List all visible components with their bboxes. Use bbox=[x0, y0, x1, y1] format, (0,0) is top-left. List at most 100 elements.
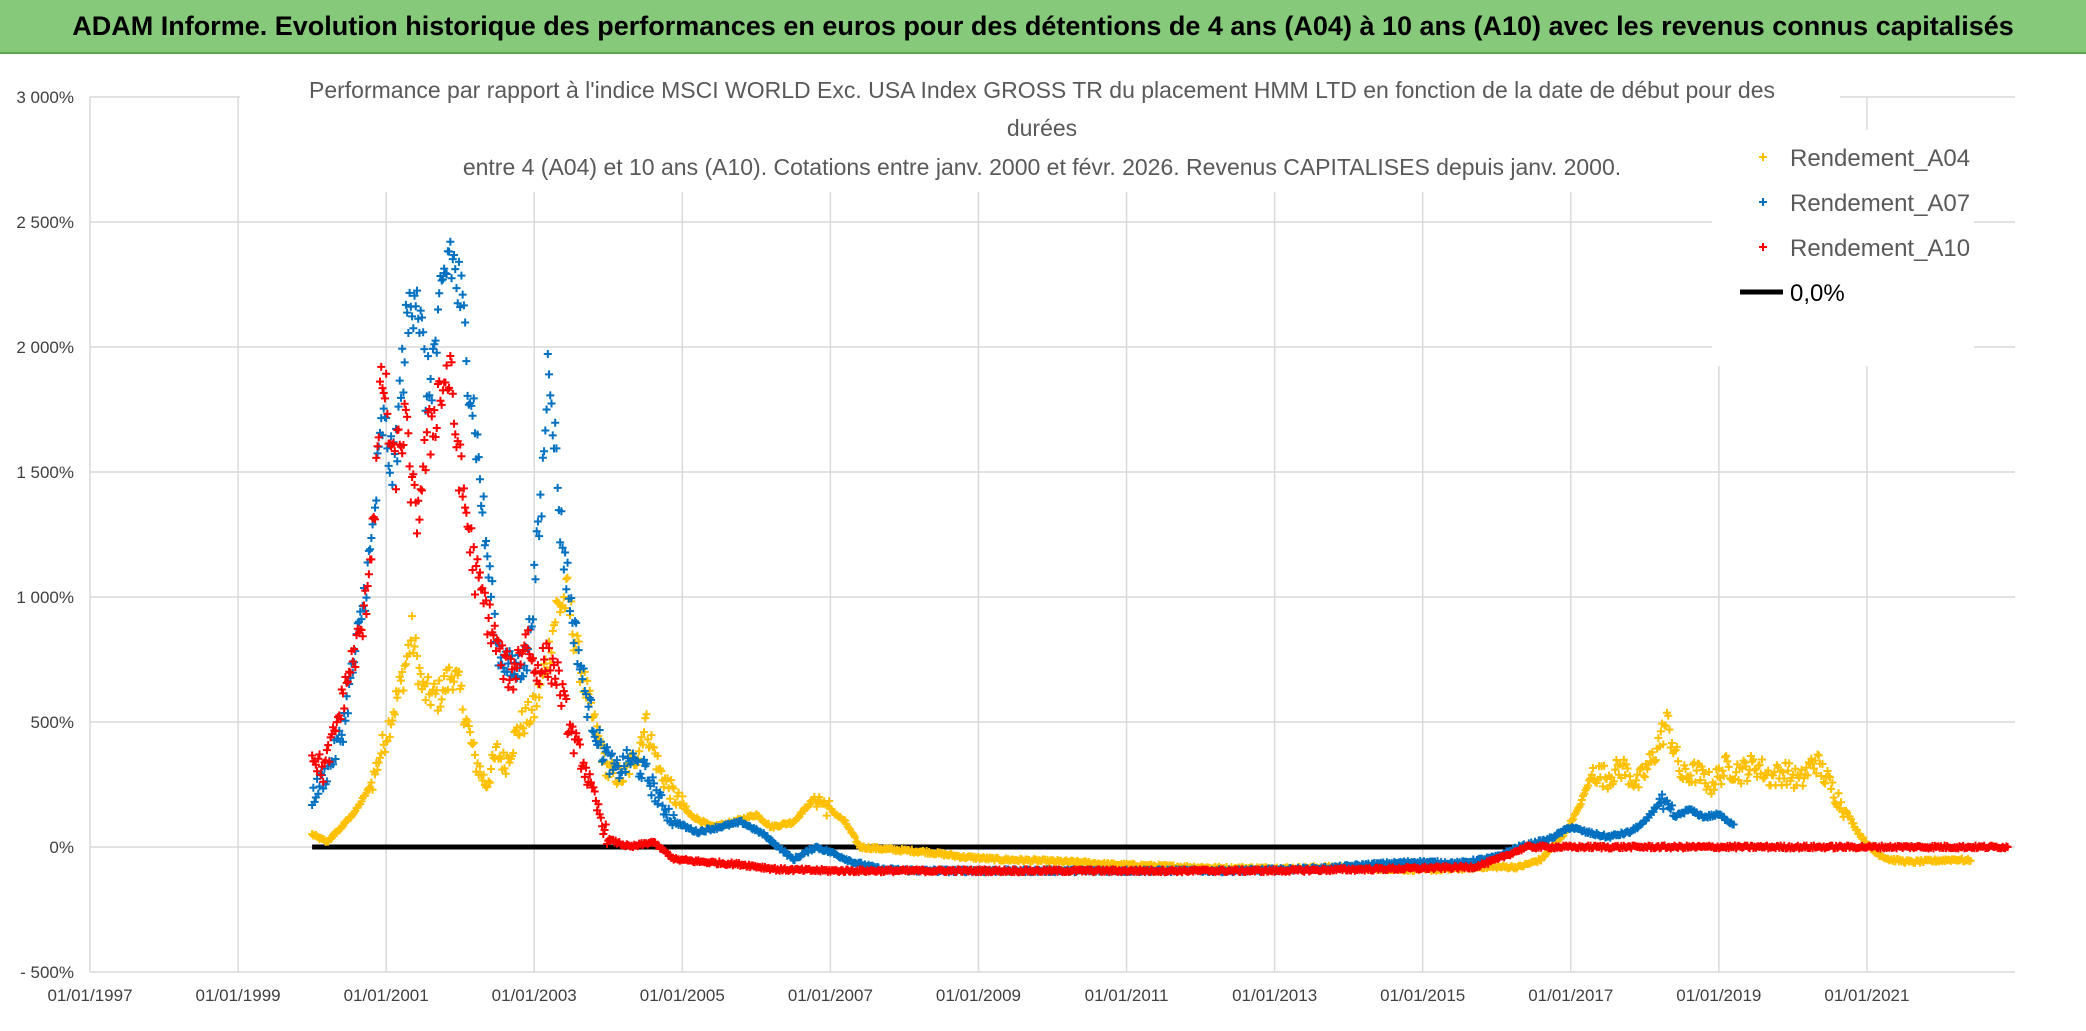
data-point bbox=[367, 555, 376, 564]
legend-background bbox=[1712, 130, 1974, 366]
data-point bbox=[364, 570, 373, 579]
data-point bbox=[308, 751, 317, 760]
data-point bbox=[1632, 776, 1641, 785]
data-point bbox=[421, 696, 430, 705]
data-point bbox=[579, 664, 588, 673]
data-point bbox=[392, 485, 401, 494]
data-point bbox=[607, 749, 616, 758]
data-point bbox=[410, 480, 419, 489]
data-point bbox=[454, 257, 463, 266]
data-point bbox=[551, 418, 560, 427]
data-point bbox=[454, 667, 463, 676]
data-point bbox=[545, 644, 554, 653]
data-point bbox=[416, 306, 425, 315]
data-point bbox=[400, 399, 409, 408]
data-point bbox=[563, 558, 572, 567]
data-point bbox=[359, 601, 368, 610]
data-point bbox=[487, 639, 496, 648]
data-point bbox=[420, 436, 429, 445]
x-tick-label: 01/01/2007 bbox=[788, 986, 873, 1005]
data-point bbox=[1618, 761, 1627, 770]
data-point bbox=[382, 369, 391, 378]
data-point bbox=[559, 687, 568, 696]
data-point bbox=[454, 486, 463, 495]
data-point bbox=[484, 777, 493, 786]
data-point bbox=[387, 720, 396, 729]
data-point bbox=[586, 695, 595, 704]
y-tick-label: 2 000% bbox=[16, 338, 74, 357]
data-point bbox=[437, 400, 446, 409]
data-point bbox=[1612, 756, 1621, 765]
data-point bbox=[1568, 816, 1576, 825]
data-point bbox=[500, 764, 509, 773]
data-point bbox=[387, 432, 396, 441]
data-point bbox=[424, 673, 433, 682]
data-point bbox=[506, 654, 515, 663]
data-point bbox=[648, 773, 657, 782]
data-point bbox=[2003, 843, 2012, 851]
data-point bbox=[1609, 777, 1618, 786]
data-point bbox=[409, 324, 418, 333]
data-point bbox=[398, 344, 407, 353]
data-point bbox=[395, 376, 404, 385]
data-point bbox=[429, 344, 438, 353]
data-point bbox=[515, 731, 524, 740]
data-point bbox=[313, 774, 322, 783]
data-point bbox=[556, 608, 565, 617]
x-tick-label: 01/01/2011 bbox=[1085, 986, 1169, 1005]
data-point bbox=[1674, 757, 1683, 766]
data-point bbox=[389, 439, 398, 448]
data-point bbox=[1650, 757, 1659, 766]
data-point bbox=[572, 729, 581, 738]
data-point bbox=[590, 732, 599, 741]
x-tick-label: 01/01/2009 bbox=[936, 986, 1021, 1005]
data-point bbox=[635, 747, 644, 756]
data-point bbox=[1626, 772, 1634, 781]
data-point bbox=[511, 674, 520, 683]
data-point bbox=[485, 600, 494, 609]
data-point bbox=[649, 779, 658, 788]
data-point bbox=[1686, 771, 1695, 780]
data-point bbox=[1649, 807, 1658, 816]
data-point bbox=[378, 731, 387, 740]
data-point bbox=[415, 515, 424, 524]
data-point bbox=[468, 411, 477, 420]
data-point bbox=[372, 496, 381, 505]
data-point bbox=[424, 352, 433, 361]
data-point bbox=[490, 609, 499, 618]
data-point bbox=[401, 660, 410, 669]
y-tick-label: 1 500% bbox=[16, 463, 74, 482]
data-point bbox=[489, 631, 498, 640]
data-point bbox=[430, 679, 439, 688]
data-point bbox=[487, 765, 496, 774]
data-point bbox=[430, 406, 439, 415]
data-point bbox=[1785, 759, 1794, 768]
data-point bbox=[463, 717, 472, 726]
data-point bbox=[594, 800, 603, 809]
data-point bbox=[615, 774, 624, 783]
data-point bbox=[436, 396, 445, 405]
data-point bbox=[528, 654, 537, 663]
data-point bbox=[584, 702, 593, 711]
data-point bbox=[605, 769, 614, 778]
data-point bbox=[588, 726, 597, 735]
data-point bbox=[466, 728, 475, 737]
data-point bbox=[442, 361, 451, 370]
data-point bbox=[447, 358, 456, 367]
data-point bbox=[640, 755, 649, 764]
data-point bbox=[419, 328, 428, 337]
data-point bbox=[657, 791, 666, 800]
data-point bbox=[599, 830, 608, 839]
data-point bbox=[535, 693, 544, 702]
data-point bbox=[1737, 779, 1746, 788]
data-point bbox=[640, 728, 649, 737]
data-point bbox=[822, 811, 831, 820]
data-point bbox=[388, 480, 397, 489]
data-point bbox=[367, 778, 376, 787]
data-point bbox=[825, 797, 834, 806]
chart: Performance par rapport à l'indice MSCI … bbox=[16, 74, 2015, 1005]
data-point bbox=[582, 690, 591, 699]
data-point bbox=[357, 626, 366, 635]
data-point bbox=[435, 676, 444, 685]
data-point bbox=[457, 681, 466, 690]
